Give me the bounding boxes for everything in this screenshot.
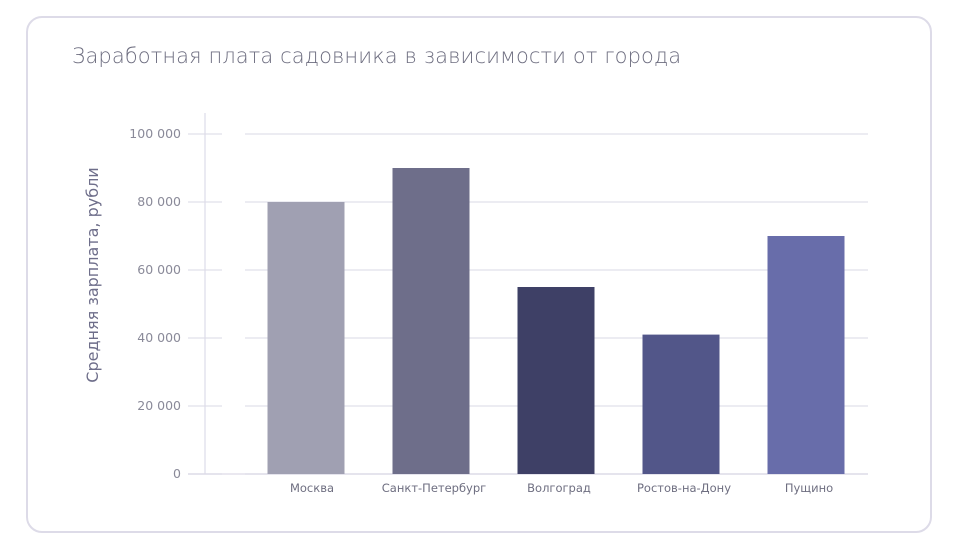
y-tick-label: 0 (173, 466, 181, 481)
bar-2 (392, 168, 470, 474)
x-category-label: Ростов-на-Дону (637, 481, 731, 495)
x-category-label: Волгоград (527, 481, 591, 495)
y-tick-label: 20 000 (137, 398, 181, 413)
bar-1 (267, 202, 345, 474)
x-category-label: Санкт-Петербург (382, 481, 486, 495)
y-tick-label: 40 000 (137, 330, 181, 345)
bar-3 (517, 287, 595, 474)
bar-4 (642, 334, 720, 474)
y-tick-label: 80 000 (137, 194, 181, 209)
bar-5 (767, 236, 845, 474)
x-category-label: Москва (290, 481, 334, 495)
y-tick-label: 60 000 (137, 262, 181, 277)
chart-title: Заработная плата садовника в зависимости… (72, 44, 682, 68)
y-tick-label: 100 000 (129, 126, 181, 141)
x-category-label: Пущино (785, 481, 833, 495)
y-axis-label: Средняя зарплата, рубли (83, 167, 102, 382)
